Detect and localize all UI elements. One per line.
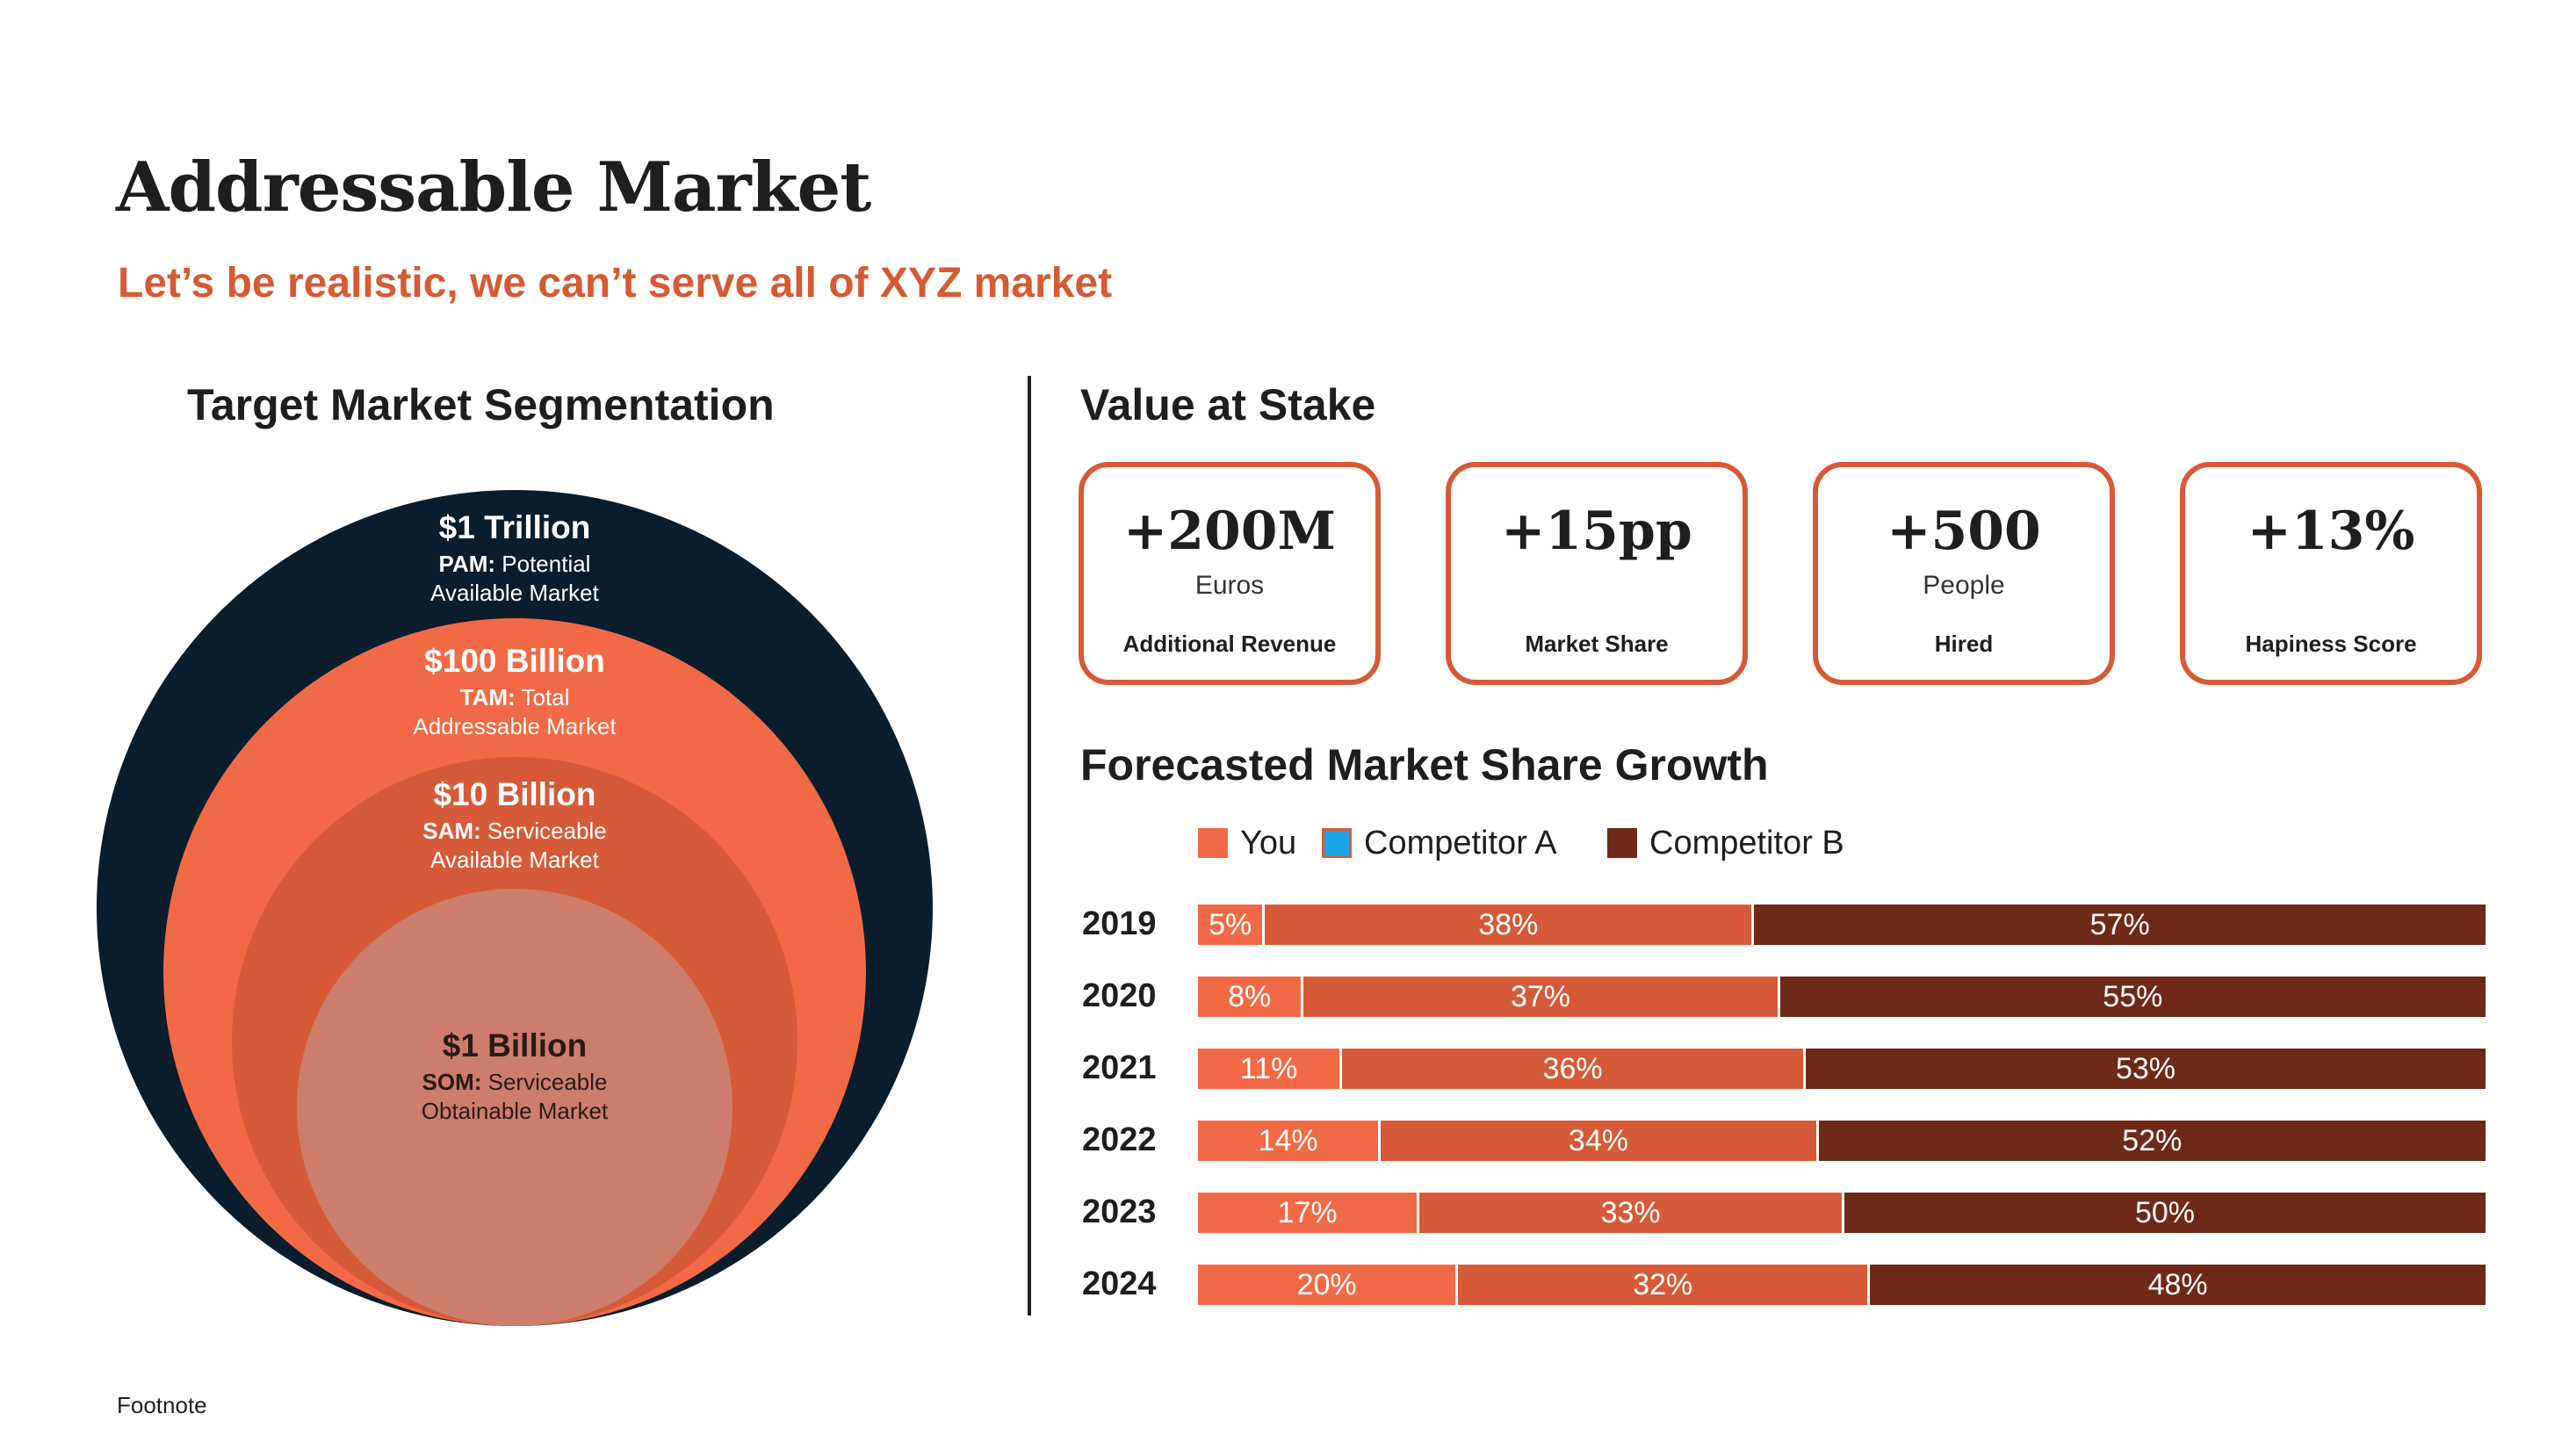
som-amount: $1 Billion [442,1027,588,1063]
sam-label: $10 Billion SAM: Serviceable Available M… [295,776,734,875]
bar-segment-competitor-a: 32% [1455,1265,1868,1305]
kpi-card-happiness: +13% Hapiness Score [2180,462,2482,685]
bar-segment-competitor-b: 48% [1867,1265,2486,1305]
legend-item-you: You [1198,825,1296,861]
page-subtitle: Let’s be realistic, we can’t serve all o… [118,260,1113,306]
bar-segment-you: 14% [1198,1121,1379,1161]
som-line2: Obtainable Market [421,1098,609,1124]
legend-item-competitor-b: Competitor B [1607,825,1844,861]
year-label: 2020 [1082,977,1157,1014]
data-label: 32% [1633,1267,1693,1301]
footnote: Footnote [117,1392,207,1418]
bar-segment-competitor-b: 52% [1815,1121,2486,1161]
sam-line2: Available Market [430,847,599,873]
bar-segment-you: 20% [1198,1265,1456,1305]
kpi-unit: People [1923,571,2005,600]
pam-abbr: PAM: [438,551,496,577]
bar-segment-competitor-a: 38% [1262,905,1752,945]
data-label: 14% [1258,1123,1318,1157]
page-title: Addressable Market [116,148,871,227]
value-at-stake-heading: Value at Stake [1080,380,1376,429]
legend-item-competitor-a: Competitor A [1322,825,1557,861]
bar-segment-you: 8% [1198,977,1302,1017]
sam-line1: Serviceable [487,818,607,844]
data-label: 17% [1277,1195,1338,1229]
pam-line1: Potential [501,551,591,577]
kpi-value: +500 [1887,501,2041,562]
tam-abbr: TAM: [459,684,516,710]
tam-line2: Addressable Market [413,713,617,739]
kpi-card-market-share: +15pp Market Share [1446,462,1748,685]
kpi-caption: Hapiness Score [2245,631,2417,657]
kpi-card-hired: +500 People Hired [1813,462,2115,685]
legend-label-you: You [1240,824,1297,861]
som-abbr: SOM: [422,1069,482,1095]
bar-segment-competitor-a: 33% [1417,1193,1842,1233]
tam-description: TAM: Total Addressable Market [295,683,734,741]
kpi-unit: Euros [1194,571,1265,600]
kpi-value: +13% [2247,501,2415,562]
legend-label-competitor-b: Competitor B [1649,824,1844,861]
data-label: 38% [1478,907,1539,941]
year-label: 2019 [1082,905,1157,942]
tam-line1: Total [521,684,570,710]
kpi-caption: Hired [1934,631,1994,657]
legend-swatch-competitor-b [1607,828,1637,858]
kpi-caption: Additional Revenue [1122,631,1337,657]
data-label: 48% [2147,1267,2208,1301]
column-divider [1028,376,1031,1316]
kpi-card-revenue: +200M Euros Additional Revenue [1079,462,1381,685]
tam-amount: $100 Billion [424,643,605,679]
data-label: 34% [1568,1123,1628,1157]
bar-segment-competitor-b: 55% [1777,977,2486,1017]
legend-swatch-you [1198,828,1228,858]
year-label: 2024 [1082,1265,1157,1302]
bar-segment-competitor-b: 50% [1842,1193,2486,1233]
pam-description: PAM: Potential Available Market [295,550,734,608]
data-label: 20% [1296,1267,1357,1301]
bar-segment-competitor-a: 34% [1378,1121,1816,1161]
bar-segment-you: 17% [1198,1193,1418,1233]
year-label: 2023 [1082,1193,1157,1230]
bar-segment-you: 11% [1198,1049,1340,1089]
data-label: 37% [1510,979,1570,1013]
som-description: SOM: Serviceable Obtainable Market [295,1068,734,1126]
sam-description: SAM: Serviceable Available Market [295,817,734,875]
som-line1: Serviceable [487,1069,608,1095]
som-label: $1 Billion SOM: Serviceable Obtainable M… [295,1027,734,1126]
som-circle [297,889,732,1326]
data-label: 53% [2115,1051,2176,1085]
data-label: 55% [2103,979,2163,1013]
pam-label: $1 Trillion PAM: Potential Available Mar… [295,509,734,608]
bar-segment-competitor-b: 53% [1803,1049,2486,1089]
data-label: 33% [1600,1195,1661,1229]
kpi-value: +200M [1123,501,1336,562]
data-label: 8% [1228,979,1272,1013]
tam-label: $100 Billion TAM: Total Addressable Mark… [295,643,734,741]
pam-line2: Available Market [430,580,599,606]
data-label: 36% [1542,1051,1603,1085]
chart-title: Forecasted Market Share Growth [1080,740,1769,789]
data-label: 57% [2089,907,2150,941]
kpi-value: +15pp [1501,501,1692,562]
pam-amount: $1 Trillion [438,509,591,545]
data-label: 52% [2122,1123,2183,1157]
year-label: 2021 [1082,1049,1157,1086]
data-label: 11% [1239,1051,1298,1085]
sam-amount: $10 Billion [433,776,596,812]
legend-label-competitor-a: Competitor A [1364,824,1557,861]
sam-abbr: SAM: [422,818,481,844]
bar-segment-competitor-b: 57% [1751,905,2486,945]
year-label: 2022 [1082,1121,1157,1158]
bar-segment-you: 5% [1198,905,1263,945]
bar-segment-competitor-a: 36% [1339,1049,1803,1089]
data-label: 50% [2134,1195,2196,1229]
data-label: 5% [1209,907,1252,941]
legend-swatch-competitor-a [1322,828,1352,858]
segmentation-heading: Target Market Segmentation [187,380,775,429]
kpi-caption: Market Share [1525,631,1669,657]
bar-segment-competitor-a: 37% [1301,977,1778,1017]
